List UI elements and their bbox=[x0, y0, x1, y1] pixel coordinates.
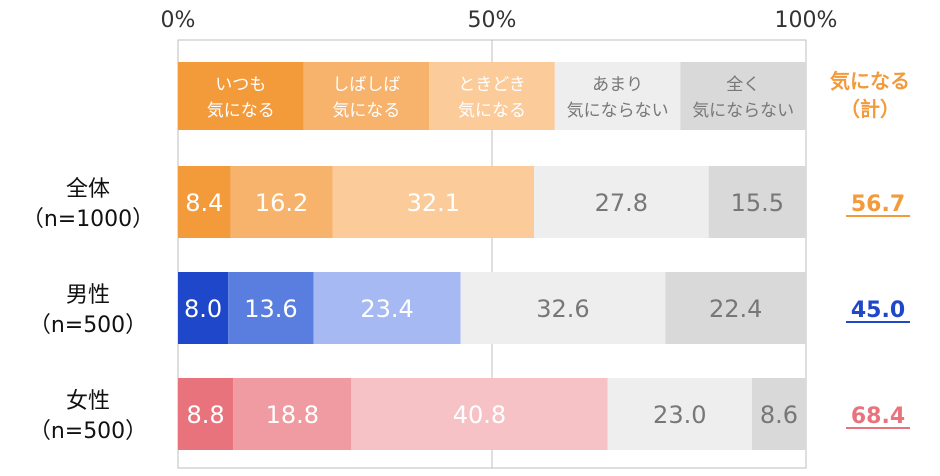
bar-value-label: 13.6 bbox=[244, 295, 297, 323]
bar-value-label: 8.8 bbox=[187, 401, 225, 429]
x-tick-label: 50% bbox=[468, 8, 517, 33]
legend-header-cell bbox=[303, 62, 430, 130]
totals-column: 気になる （計） 56.7 45.0 68.4 bbox=[830, 69, 910, 429]
total-value: 45.0 bbox=[851, 298, 905, 323]
legend-label-line1: いつも bbox=[215, 75, 266, 95]
bar-segment bbox=[460, 272, 666, 344]
category-sample-size: （n=1000） bbox=[22, 207, 154, 232]
bar-segment bbox=[351, 378, 608, 450]
bar-rows: 8.4 16.2 32.1 27.8 15.5 全体 （n=1000） 8.0 13.6 23.4… bbox=[22, 166, 806, 450]
bar-segment bbox=[178, 166, 231, 238]
legend-label-line1: ときどき bbox=[458, 75, 526, 95]
legend-label-line1: あまり bbox=[592, 75, 643, 95]
bar-value-label: 40.8 bbox=[453, 401, 506, 429]
bar-segment bbox=[665, 272, 806, 344]
bar-value-label: 8.4 bbox=[185, 189, 223, 217]
legend-header-cell bbox=[554, 62, 681, 130]
bar-segment bbox=[332, 166, 535, 238]
total-value: 68.4 bbox=[851, 404, 905, 429]
bar-segment bbox=[313, 272, 461, 344]
bar-segment bbox=[230, 166, 333, 238]
category-sample-size: （n=500） bbox=[29, 419, 147, 444]
bar-value-label: 18.8 bbox=[266, 401, 319, 429]
category-label: 女性 bbox=[66, 389, 110, 414]
legend-header-cell bbox=[178, 62, 304, 130]
legend-label-line1: しばしば bbox=[332, 75, 400, 95]
bar-value-label: 16.2 bbox=[255, 189, 308, 217]
bar-segment bbox=[708, 166, 806, 238]
legend-label-line1: 全く bbox=[726, 75, 760, 95]
x-tick-label: 100% bbox=[775, 8, 838, 33]
bar-value-label: 8.0 bbox=[184, 295, 222, 323]
bar-value-label: 32.1 bbox=[407, 189, 460, 217]
bar-value-label: 22.4 bbox=[709, 295, 762, 323]
bar-segment bbox=[607, 378, 752, 450]
bar-value-label: 23.4 bbox=[360, 295, 413, 323]
legend-label-line2: 気にならない bbox=[567, 101, 669, 121]
legend-header-cell bbox=[680, 62, 806, 130]
legend-label-line2: 気になる bbox=[458, 101, 526, 121]
category-label: 全体 bbox=[66, 177, 110, 202]
bar-value-label: 32.6 bbox=[536, 295, 589, 323]
totals-header-line1: 気になる bbox=[830, 69, 910, 93]
bar-segment bbox=[178, 378, 234, 450]
bar-value-label: 15.5 bbox=[731, 189, 784, 217]
bar-segment bbox=[228, 272, 314, 344]
bar-segment bbox=[534, 166, 709, 238]
category-sample-size: （n=500） bbox=[29, 313, 147, 338]
legend-label-line2: 気になる bbox=[207, 101, 275, 121]
axis-tick-labels: 0% 50% 100% bbox=[161, 8, 838, 33]
x-tick-label: 0% bbox=[161, 8, 196, 33]
category-label: 男性 bbox=[66, 283, 110, 308]
bar-segment bbox=[178, 272, 229, 344]
legend-label-line2: 気にならない bbox=[692, 101, 794, 121]
bar-value-label: 27.8 bbox=[595, 189, 648, 217]
total-value: 56.7 bbox=[851, 192, 905, 217]
legend-label-line2: 気になる bbox=[332, 101, 400, 121]
bar-value-label: 23.0 bbox=[653, 401, 706, 429]
totals-header-line2: （計） bbox=[840, 97, 900, 121]
legend-header-cell bbox=[429, 62, 555, 130]
bar-value-label: 8.6 bbox=[760, 401, 798, 429]
bar-segment bbox=[233, 378, 352, 450]
bar-segment bbox=[751, 378, 806, 450]
